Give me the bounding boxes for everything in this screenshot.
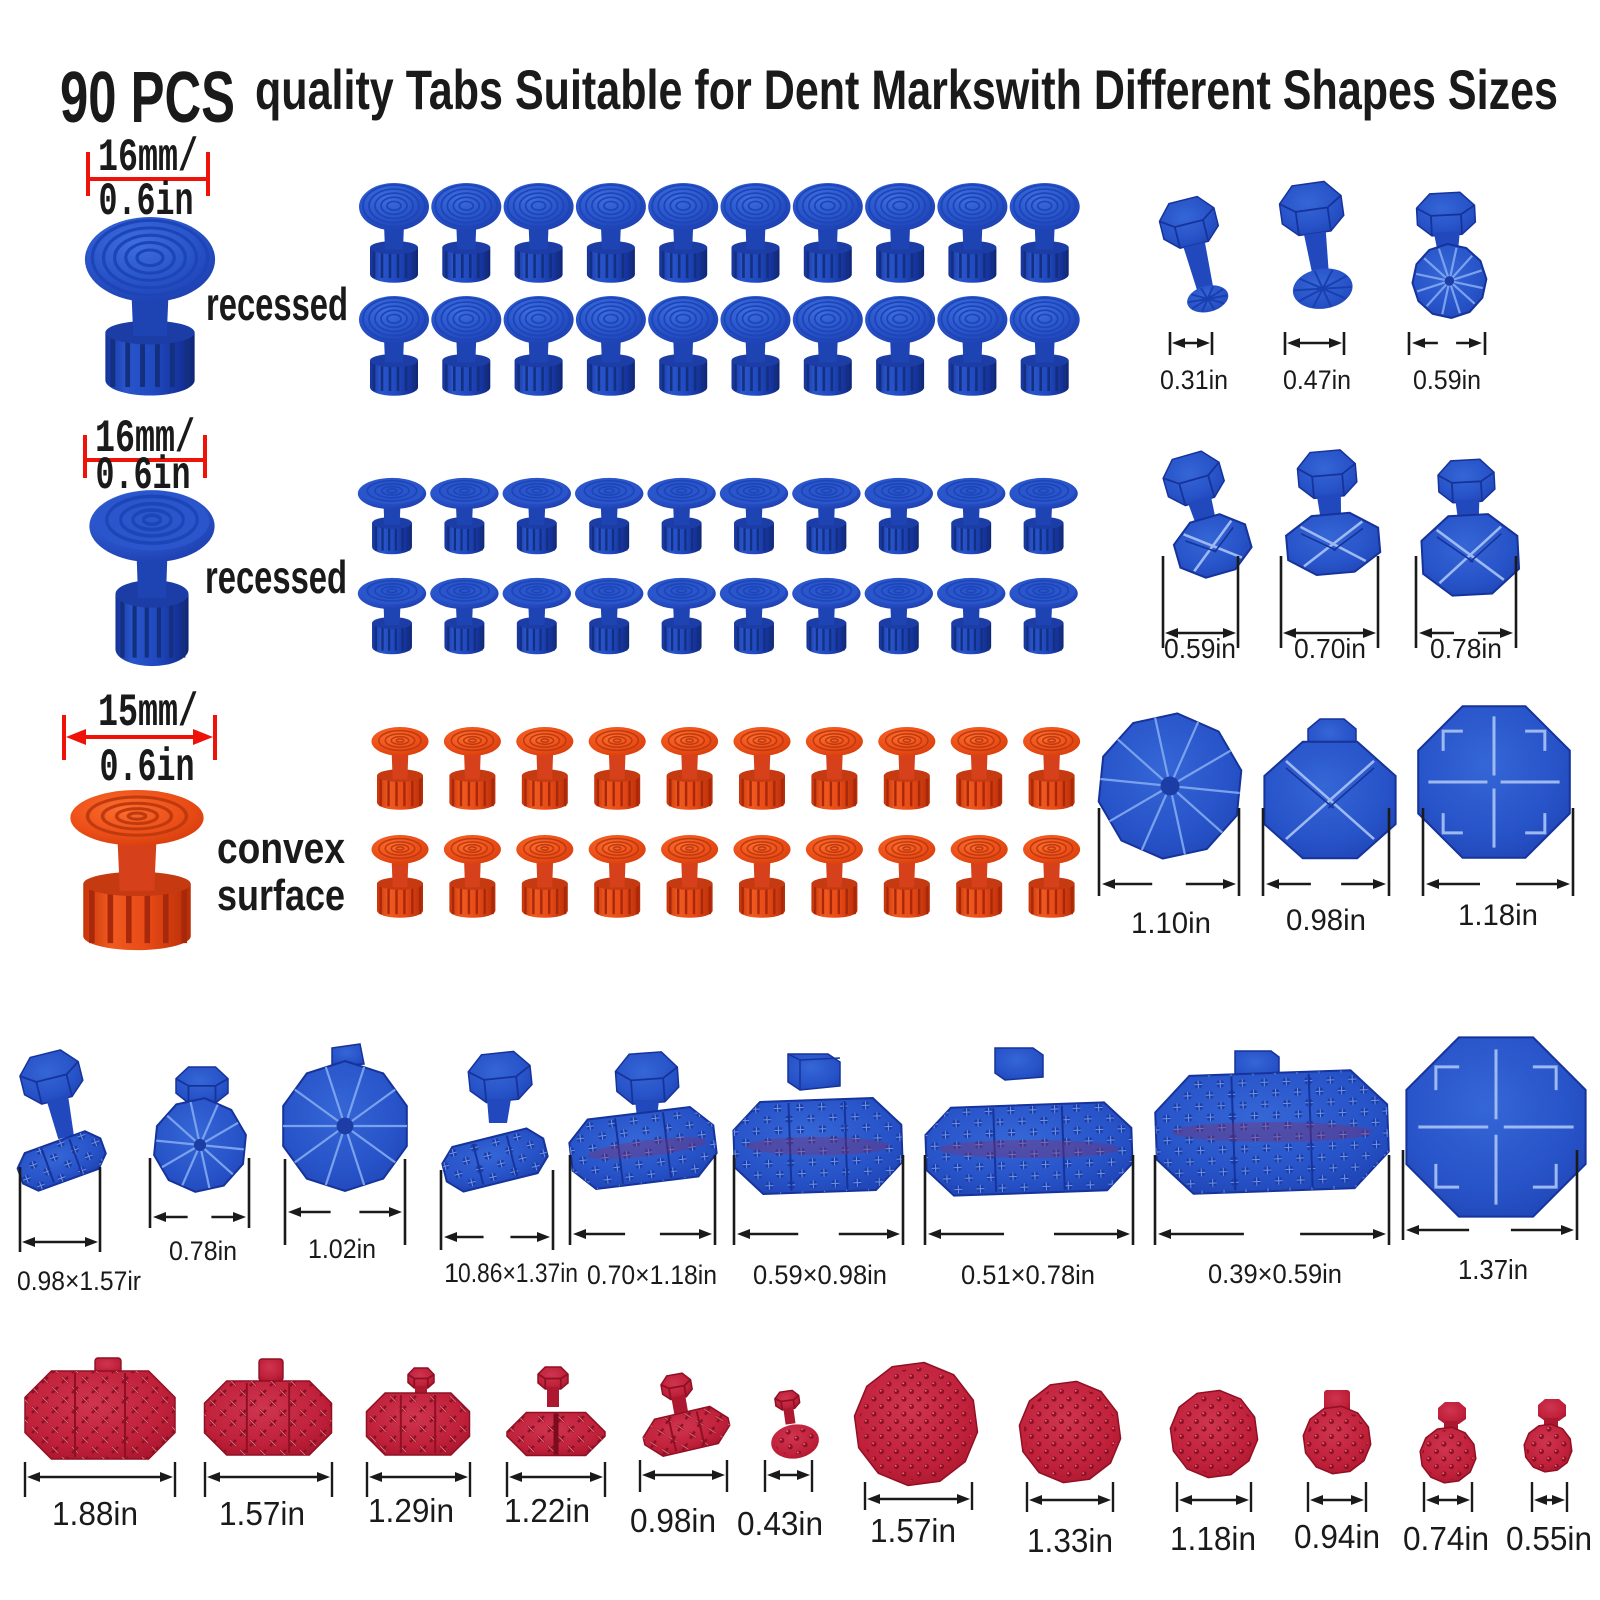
svg-text:0.98in: 0.98in <box>1286 904 1366 937</box>
svg-text:quality Tabs Suitable for Dent: quality Tabs Suitable for Dent Markswith… <box>255 58 1558 121</box>
svg-text:1: 1 <box>444 1258 459 1288</box>
svg-text:0.94in: 0.94in <box>1294 1518 1380 1555</box>
svg-text:0.59in: 0.59in <box>1413 365 1481 395</box>
svg-text:0.39×0.59in: 0.39×0.59in <box>1208 1259 1342 1289</box>
svg-text:15mm/: 15mm/ <box>98 687 198 739</box>
svg-text:1.57in: 1.57in <box>219 1495 305 1532</box>
svg-text:16mm/: 16mm/ <box>98 132 198 184</box>
svg-text:1.33in: 1.33in <box>1027 1522 1113 1559</box>
svg-text:16mm/: 16mm/ <box>95 413 195 465</box>
svg-text:0.55in: 0.55in <box>1506 1520 1592 1557</box>
svg-text:surface: surface <box>217 871 345 920</box>
svg-text:1.22in: 1.22in <box>504 1492 590 1529</box>
svg-text:0.6in: 0.6in <box>100 742 195 794</box>
svg-text:recessed: recessed <box>206 278 348 330</box>
svg-text:1.88in: 1.88in <box>52 1495 138 1532</box>
svg-text:0.78in: 0.78in <box>169 1236 237 1266</box>
svg-text:convex: convex <box>217 824 345 873</box>
svg-text:1.02in: 1.02in <box>308 1234 376 1264</box>
svg-text:recessed: recessed <box>205 551 347 603</box>
svg-text:0.59in: 0.59in <box>1164 633 1236 664</box>
svg-text:0.70in: 0.70in <box>1294 633 1366 664</box>
svg-text:1.18in: 1.18in <box>1458 899 1538 932</box>
svg-text:90 PCS: 90 PCS <box>60 58 235 138</box>
svg-text:0.59×0.98in: 0.59×0.98in <box>753 1260 887 1290</box>
svg-text:0.31in: 0.31in <box>1160 365 1228 395</box>
svg-text:1.10in: 1.10in <box>1131 907 1211 940</box>
svg-text:0.86×1.37in: 0.86×1.37in <box>458 1258 578 1288</box>
svg-text:0.98in: 0.98in <box>630 1502 716 1539</box>
svg-text:0.43in: 0.43in <box>737 1505 823 1542</box>
svg-text:0.98×1.57ir: 0.98×1.57ir <box>17 1266 141 1296</box>
svg-text:1.18in: 1.18in <box>1170 1520 1256 1557</box>
svg-text:0.74in: 0.74in <box>1403 1520 1489 1557</box>
svg-text:0.47in: 0.47in <box>1283 365 1351 395</box>
svg-text:0.78in: 0.78in <box>1430 633 1502 664</box>
svg-text:1.29in: 1.29in <box>368 1492 454 1529</box>
svg-text:0.70×1.18in: 0.70×1.18in <box>587 1260 717 1290</box>
svg-text:1.37in: 1.37in <box>1458 1254 1528 1285</box>
svg-text:1.57in: 1.57in <box>870 1512 956 1549</box>
svg-text:0.51×0.78in: 0.51×0.78in <box>961 1260 1095 1290</box>
